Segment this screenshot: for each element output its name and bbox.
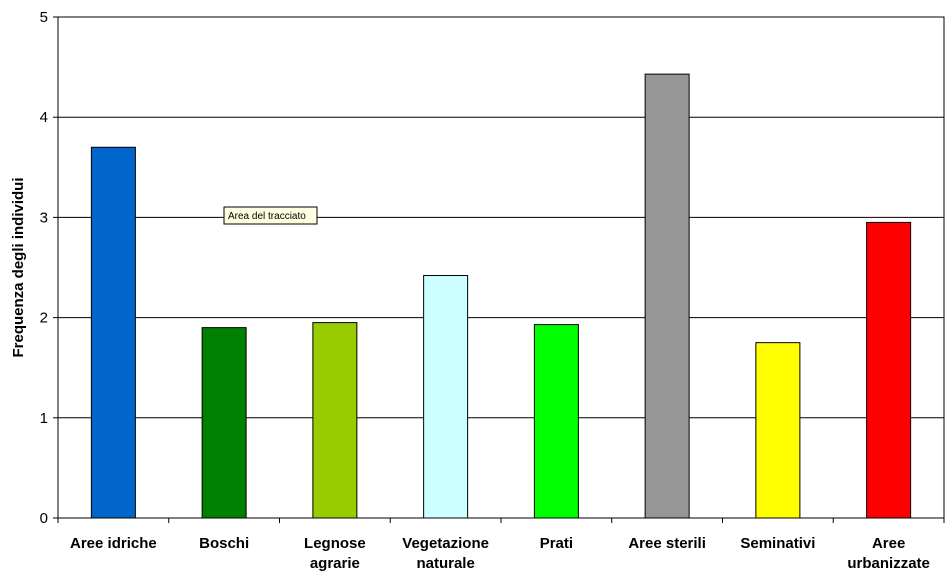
tooltip-box [223,206,318,225]
x-category-label: Prati [540,535,573,552]
x-category-label-line: Boschi [199,535,249,552]
x-category-label: Aree urbanizzate [847,535,930,572]
bar-aree-urbanizzate [866,221,912,519]
y-tick-label: 0 [40,510,48,527]
x-category-label: Vegetazione naturale [402,535,489,572]
y-tick-label: 4 [40,109,48,126]
bar-legnose-agrarie [312,322,358,519]
x-category-label: Aree sterili [628,535,706,552]
y-tick-label: 1 [40,410,48,427]
bar-aree-idriche [90,146,136,519]
y-axis-title: Frequenza degli individui [10,177,27,357]
x-category-label: Aree idriche [70,535,157,552]
y-tick-label: 2 [40,310,48,327]
gridlines [58,116,944,419]
x-category-label-line: urbanizzate [847,555,930,572]
x-category-label-line: Aree [872,535,905,552]
x-category-label: Seminativi [740,535,815,552]
x-category-label-line: Vegetazione [402,535,489,552]
x-category-label: Legnose agrarie [304,535,366,572]
bar-boschi [201,327,247,519]
x-category-label-line: naturale [416,555,474,572]
bars [90,73,912,519]
x-category-label-line: Aree sterili [628,535,706,552]
plot-area-tooltip: Area del tracciato [223,206,318,225]
x-axis: Aree idriche Boschi Legnose agrarie Vegetazi… [57,518,945,572]
plot-area [57,16,945,519]
y-tick-label: 3 [40,209,48,226]
y-tick-label: 5 [40,9,48,26]
bar-prati [533,324,579,519]
bar-aree-sterili [644,73,690,519]
bar-seminativi [755,342,801,519]
bar-vegetazione-naturale [423,275,469,519]
x-category-label-line: Seminativi [740,535,815,552]
x-category-label-line: agrarie [310,555,360,572]
tooltip-text: Area del tracciato [228,211,306,222]
x-category-label-line: Aree idriche [70,535,157,552]
y-axis: 0 1 2 3 4 5 [40,9,58,527]
x-category-label-line: Prati [540,535,573,552]
x-category-label: Boschi [199,535,249,552]
x-category-label-line: Legnose [304,535,366,552]
